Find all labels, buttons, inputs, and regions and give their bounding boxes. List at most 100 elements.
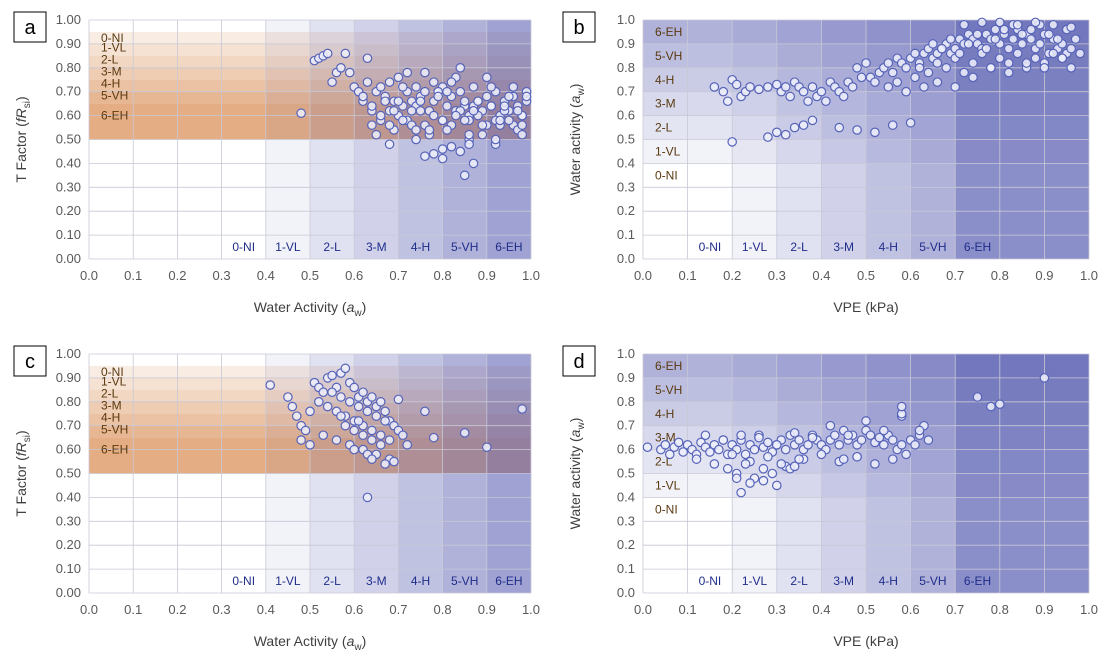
data-point: [380, 416, 390, 426]
data-point: [477, 120, 488, 130]
y-tick-label: 1.0: [617, 12, 635, 27]
y-tick-label: 0.6: [617, 442, 635, 457]
data-point: [305, 406, 315, 417]
y-axis-title: Water activity (aw): [567, 84, 587, 196]
data-point: [1008, 34, 1018, 44]
data-point: [896, 440, 907, 450]
data-point: [776, 459, 787, 469]
data-point: [901, 449, 911, 460]
y-band-label: 2-L: [101, 386, 119, 400]
panel-letter: d: [573, 351, 584, 373]
data-point: [834, 122, 845, 133]
data-point: [517, 120, 527, 130]
data-point: [446, 77, 457, 87]
data-point: [749, 444, 760, 455]
data-point: [972, 392, 983, 402]
data-point: [780, 444, 791, 455]
data-point: [892, 77, 903, 87]
x-band-label: 0-NI: [232, 574, 255, 588]
data-point: [398, 430, 408, 441]
data-point: [1035, 39, 1045, 49]
x-tick-label: 0.3: [213, 268, 231, 283]
data-point: [384, 77, 395, 87]
x-tick-label: 0.5: [857, 268, 875, 283]
data-point: [398, 82, 408, 92]
data-point: [660, 440, 671, 450]
data-point: [318, 387, 329, 398]
data-point: [411, 125, 421, 135]
panel-letter-box: [13, 11, 47, 43]
data-point: [914, 63, 925, 73]
data-point: [420, 67, 430, 78]
data-point: [798, 86, 809, 97]
data-point: [990, 34, 1001, 44]
data-point: [504, 91, 514, 102]
data-series: [296, 48, 532, 181]
data-point: [883, 58, 894, 68]
data-point: [807, 432, 818, 443]
data-point: [870, 127, 880, 138]
y-tick-label: 0.2: [617, 537, 635, 552]
data-point: [287, 401, 298, 412]
data-point: [1048, 48, 1059, 59]
data-point: [428, 77, 439, 87]
x-tick-label: 0.9: [478, 602, 496, 617]
data-point: [838, 91, 849, 102]
y-band-label: 4-H: [101, 76, 120, 90]
y-tick-label: 0.6: [617, 108, 635, 123]
x-tick-label: 0.0: [634, 268, 652, 283]
x-band-label: 3-M: [833, 240, 854, 254]
data-point: [283, 392, 293, 402]
data-point: [870, 459, 880, 469]
y-tick-label: 0.00: [56, 251, 81, 266]
data-point: [994, 53, 1005, 64]
data-point: [508, 82, 519, 92]
y-tick-label: 0.9: [617, 36, 635, 51]
x-band-label: 4-H: [879, 574, 898, 588]
data-point: [393, 394, 404, 405]
data-point: [771, 127, 782, 138]
data-point: [954, 48, 965, 59]
data-point: [905, 117, 916, 128]
x-tick-label: 0.8: [991, 602, 1009, 617]
y-tick-label: 0.00: [56, 585, 81, 600]
data-point: [300, 425, 311, 436]
data-point: [901, 63, 911, 73]
y-tick-label: 0.70: [56, 418, 81, 433]
data-point: [1070, 34, 1081, 44]
data-point: [499, 101, 510, 111]
data-point: [896, 401, 907, 412]
data-point: [371, 129, 382, 140]
y-band-label: 3-M: [655, 431, 676, 445]
y-tick-label: 0.4: [617, 155, 635, 170]
data-point: [424, 125, 435, 135]
chart-panel-b: 0-NI 1-VL 2-L 3-M 4-H 5-VH 6-EH 0-NI 1-VL 2-L 3-M 4…: [562, 11, 1098, 315]
x-tick-label: 0.1: [124, 602, 142, 617]
x-tick-label: 0.0: [634, 602, 652, 617]
data-point: [349, 382, 359, 393]
data-point: [415, 106, 426, 116]
data-point: [481, 91, 492, 102]
data-point: [380, 406, 390, 417]
data-point: [446, 141, 457, 152]
data-point: [789, 461, 800, 472]
data-point: [1021, 58, 1032, 68]
data-point: [928, 39, 938, 49]
y-tick-label: 1.0: [617, 346, 635, 361]
y-band-label: 1-VL: [101, 374, 127, 388]
data-point: [709, 459, 720, 469]
data-point: [406, 106, 417, 116]
data-point: [678, 447, 688, 457]
data-point: [727, 449, 737, 460]
x-tick-label: 1.0: [522, 602, 540, 617]
y-band-label: 4-H: [655, 73, 674, 87]
x-tick-label: 0.2: [723, 602, 741, 617]
data-point: [879, 440, 889, 450]
data-point: [1030, 17, 1041, 28]
x-tick-label: 0.8: [434, 268, 452, 283]
data-point: [994, 17, 1005, 28]
data-point: [754, 432, 764, 443]
data-point: [1012, 48, 1023, 59]
data-point: [821, 96, 831, 107]
y-tick-label: 0.60: [56, 108, 81, 123]
